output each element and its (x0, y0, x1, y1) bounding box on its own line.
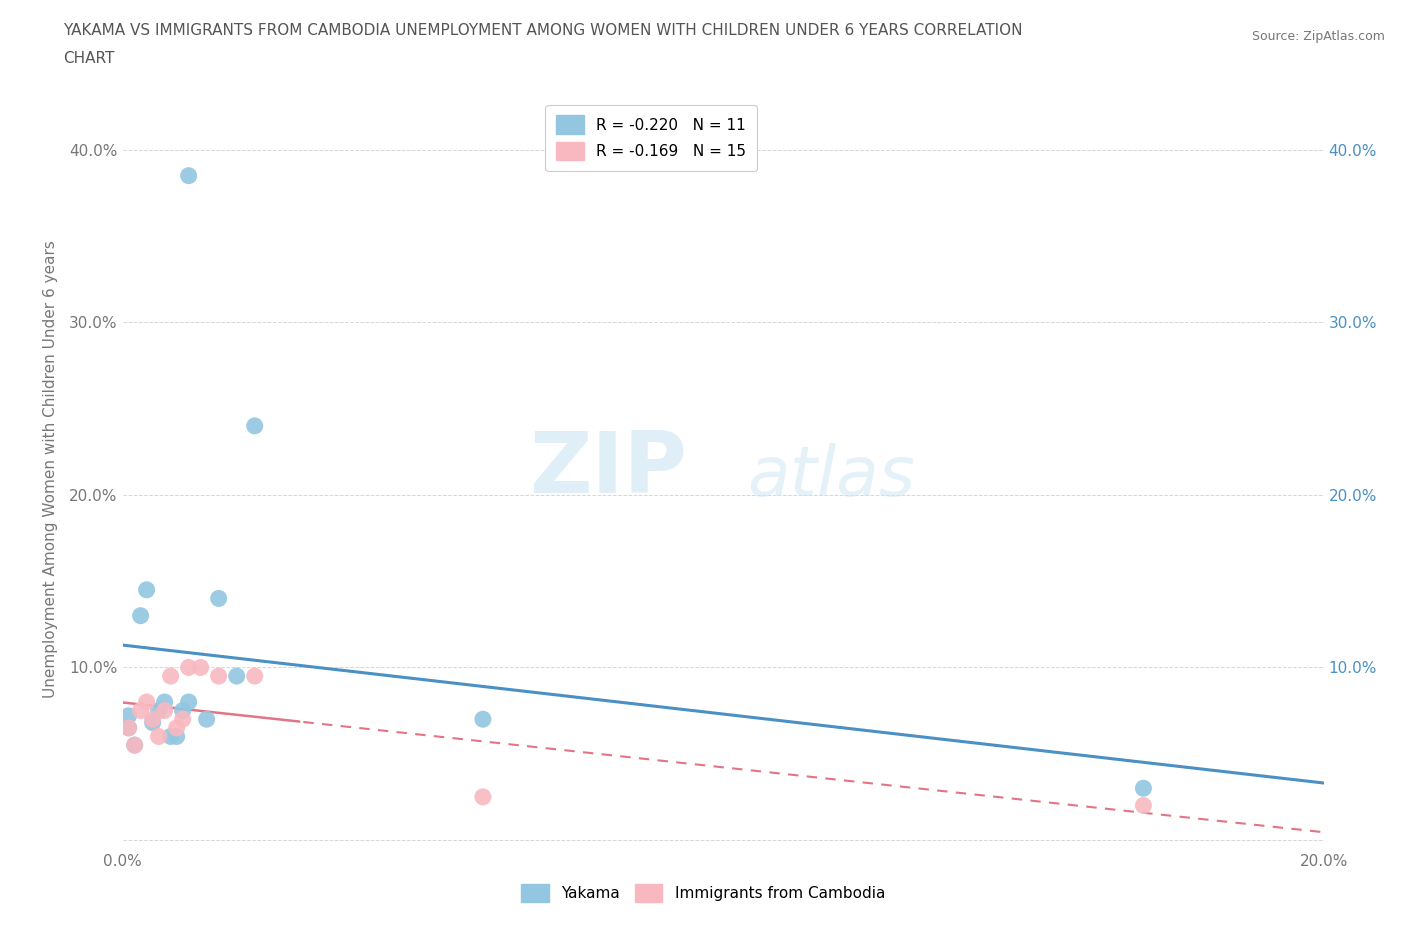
Point (1132, 798, 1154, 813)
Point (190, 660, 212, 675)
Text: YAKAMA VS IMMIGRANTS FROM CAMBODIA UNEMPLOYMENT AMONG WOMEN WITH CHILDREN UNDER : YAKAMA VS IMMIGRANTS FROM CAMBODIA UNEMP… (63, 23, 1022, 38)
Text: atlas: atlas (747, 443, 915, 511)
Text: Source: ZipAtlas.com: Source: ZipAtlas.com (1251, 30, 1385, 43)
Point (148, 729, 170, 744)
Point (177, 695, 200, 710)
Point (177, 660, 200, 675)
Point (225, 669, 247, 684)
Point (172, 711, 194, 726)
Point (243, 669, 266, 684)
Point (153, 703, 176, 718)
Point (208, 591, 231, 605)
Point (166, 721, 188, 736)
Point (166, 729, 188, 744)
Point (195, 711, 218, 726)
Point (471, 711, 494, 726)
Point (129, 608, 152, 623)
Point (135, 695, 157, 710)
Point (177, 168, 200, 183)
Point (148, 703, 170, 718)
Legend: R = -0.220   N = 11, R = -0.169   N = 15: R = -0.220 N = 11, R = -0.169 N = 15 (546, 105, 756, 171)
Point (208, 669, 231, 684)
Point (124, 737, 146, 752)
Point (1132, 781, 1154, 796)
Point (153, 695, 176, 710)
Point (117, 721, 139, 736)
Point (471, 790, 494, 804)
Point (243, 418, 266, 433)
Point (159, 669, 181, 684)
Y-axis label: Unemployment Among Women with Children Under 6 years: Unemployment Among Women with Children U… (44, 240, 58, 698)
Legend: Yakama, Immigrants from Cambodia: Yakama, Immigrants from Cambodia (515, 878, 891, 909)
Point (129, 703, 152, 718)
Point (142, 715, 165, 730)
Point (124, 737, 146, 752)
Text: CHART: CHART (63, 51, 115, 66)
Text: ZIP: ZIP (529, 428, 688, 511)
Point (172, 703, 194, 718)
Point (117, 709, 139, 724)
Point (159, 729, 181, 744)
Point (142, 711, 165, 726)
Point (117, 721, 139, 736)
Point (135, 582, 157, 597)
